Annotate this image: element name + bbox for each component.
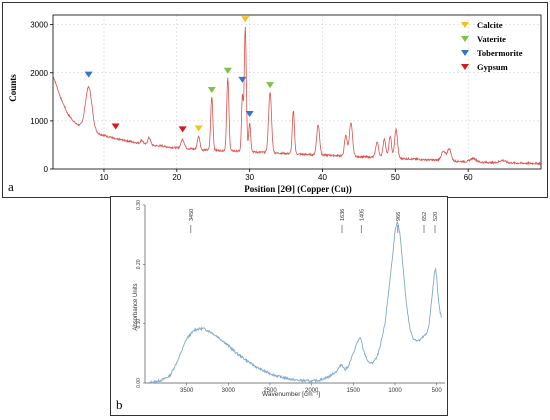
legend-label: Vaterite [477, 34, 506, 44]
x-tick-label: 3500 [180, 388, 194, 394]
phase-marker-tobermorite [238, 76, 247, 83]
phase-marker-gypsum [111, 123, 120, 130]
phase-marker-vaterite [223, 67, 232, 74]
legend-marker [461, 64, 469, 70]
peak-label: 966 [396, 212, 402, 221]
ftir-spectrum-line [148, 220, 443, 385]
legend: Calcite Vaterite Tobermorite Gypsum [461, 20, 523, 72]
legend-marker [461, 50, 469, 56]
x-tick-label: 2500 [263, 388, 277, 394]
x-tick-label: 500 [432, 388, 443, 394]
panel-label-a: a [8, 179, 14, 194]
y-axis-label: Absorbance Units [133, 283, 139, 330]
y-tick-label: 2000 [30, 69, 48, 78]
plot-frame [52, 14, 542, 170]
phase-marker-calcite [241, 16, 250, 23]
phase-marker-tobermorite [84, 71, 93, 78]
phase-marker-vaterite [207, 86, 216, 93]
x-axis-label: Position [2Θ] (Copper (Cu)) [244, 184, 352, 194]
phase-marker-tobermorite [245, 111, 254, 118]
peak-label: 1405 [359, 209, 365, 221]
y-tick-label: 3000 [30, 21, 48, 30]
y-axis-label: Counts [8, 74, 18, 102]
x-tick-label: 20 [172, 173, 181, 182]
y-tick-label: 0.20 [136, 259, 142, 269]
x-tick-label: 30 [245, 173, 254, 182]
x-tick-label: 1500 [347, 388, 361, 394]
x-tick-label: 50 [391, 173, 400, 182]
x-tick-label: 2000 [305, 388, 319, 394]
y-tick-label: 1000 [30, 117, 48, 126]
peak-label: 3450 [189, 209, 195, 221]
x-tick-label: 60 [464, 173, 473, 182]
x-tick-label: 10 [100, 173, 109, 182]
legend-label: Gypsum [477, 62, 508, 72]
x-tick-label: 40 [318, 173, 327, 182]
ftir-panel: 0.00 0.10 0.20 0.30 3500 3000 2500 2000 1500 1000… [110, 196, 448, 416]
legend-marker [461, 22, 469, 28]
peak-label: 652 [422, 212, 428, 221]
x-tick-label: 3000 [222, 388, 236, 394]
legend-label: Calcite [477, 20, 503, 30]
legend-marker [461, 36, 469, 42]
peak-label: 1636 [340, 209, 346, 221]
xrd-chart: 0 1000 2000 3000 10 20 30 40 50 60 Counts Positio… [8, 14, 542, 194]
panel-label-b: b [116, 397, 123, 412]
x-tick-label: 1000 [388, 388, 402, 394]
xrd-panel: 0 1000 2000 3000 10 20 30 40 50 60 Counts Positio… [2, 2, 548, 198]
xrd-pattern-line [52, 26, 542, 166]
ftir-chart: 0.00 0.10 0.20 0.30 3500 3000 2500 2000 1500 1000… [116, 200, 445, 412]
y-tick-label: 0 [44, 165, 49, 174]
legend-label: Tobermorite [477, 48, 523, 58]
y-tick-label: 0.10 [136, 319, 142, 329]
phase-marker-vaterite [266, 82, 275, 89]
y-tick-label: 0.00 [136, 378, 142, 388]
phase-marker-calcite [194, 125, 203, 132]
phase-marker-gypsum [178, 126, 187, 133]
x-axis-label: Wavenumber [cm⁻¹] [262, 391, 320, 398]
y-tick-label: 0.30 [136, 200, 142, 210]
peak-label: 520 [433, 212, 439, 221]
